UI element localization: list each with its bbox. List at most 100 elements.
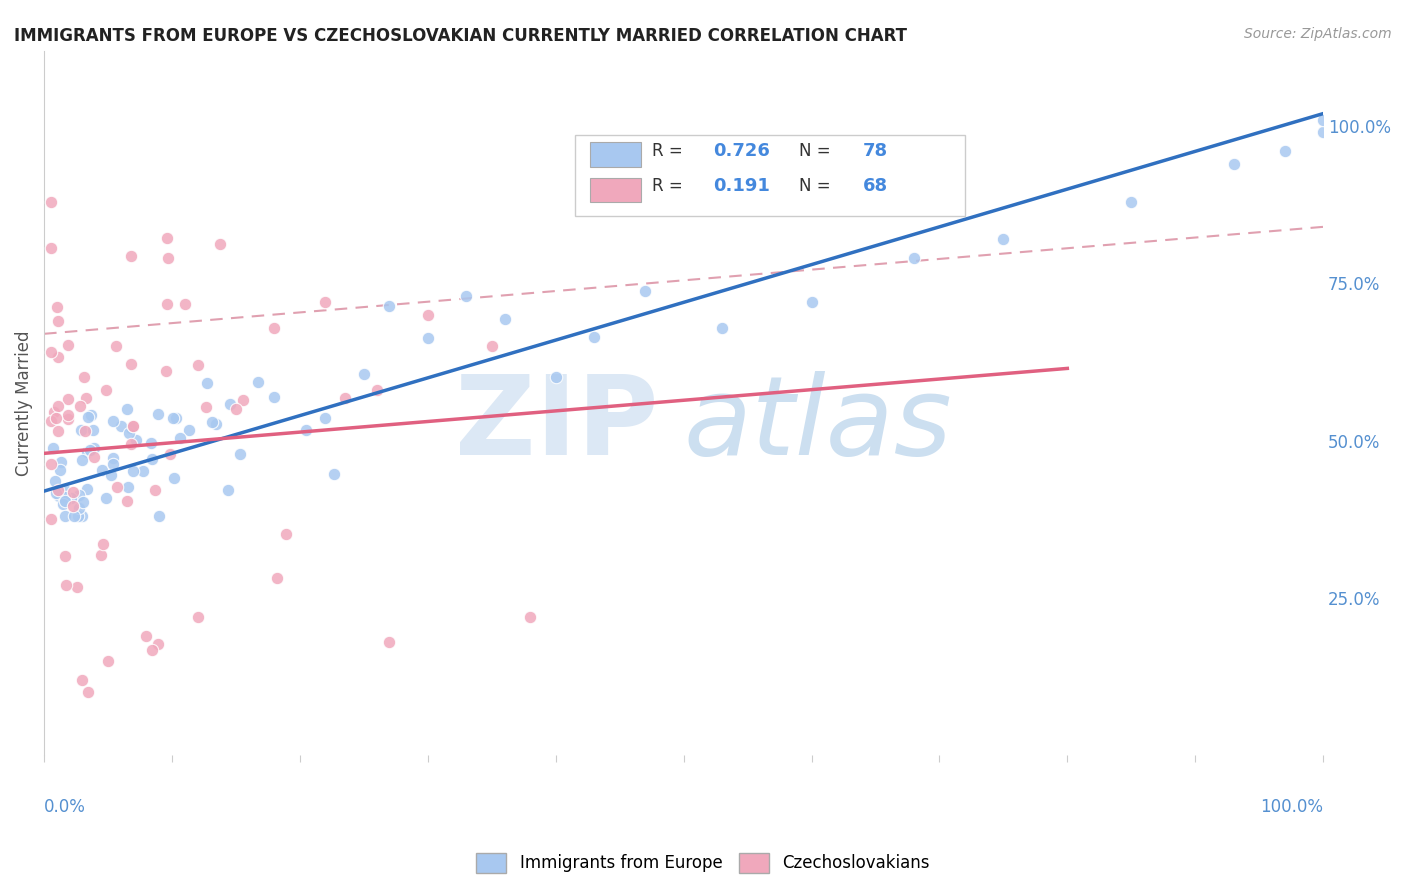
Point xyxy=(263,390,285,404)
Point xyxy=(94,383,117,397)
Point xyxy=(72,673,94,687)
Text: Source: ZipAtlas.com: Source: ZipAtlas.com xyxy=(1244,27,1392,41)
Point xyxy=(45,411,67,425)
Point xyxy=(135,629,157,643)
Point xyxy=(315,411,337,425)
Point xyxy=(76,685,98,699)
Point xyxy=(75,425,97,439)
Point xyxy=(1312,112,1334,127)
Point xyxy=(208,237,231,252)
Point xyxy=(146,407,169,421)
Point xyxy=(52,497,75,511)
Text: 100.0%: 100.0% xyxy=(1260,797,1323,815)
Point xyxy=(56,412,79,426)
Point xyxy=(69,399,91,413)
Point xyxy=(49,455,72,469)
Y-axis label: Currently Married: Currently Married xyxy=(15,330,32,475)
Point xyxy=(53,509,76,524)
Bar xyxy=(575,136,965,216)
Point xyxy=(120,437,142,451)
Point xyxy=(39,512,62,526)
Point xyxy=(366,384,388,398)
Point xyxy=(48,463,70,477)
Point xyxy=(711,320,734,334)
Point xyxy=(122,419,145,434)
Bar xyxy=(591,143,641,167)
Point xyxy=(121,357,143,371)
Point xyxy=(94,491,117,505)
Point xyxy=(156,297,179,311)
Point xyxy=(45,485,67,500)
Point xyxy=(52,482,75,496)
Point xyxy=(67,488,90,502)
Text: 78: 78 xyxy=(863,142,887,160)
Point xyxy=(124,434,146,448)
Point xyxy=(56,392,79,406)
Point xyxy=(159,447,181,461)
Point xyxy=(187,358,209,372)
Point xyxy=(44,475,66,489)
Point xyxy=(378,635,401,649)
Bar xyxy=(591,178,641,202)
Point xyxy=(62,499,84,513)
Point xyxy=(100,467,122,482)
Point xyxy=(46,350,69,364)
Point xyxy=(800,295,823,310)
Point xyxy=(162,471,184,485)
Point xyxy=(217,483,239,497)
Point xyxy=(544,370,567,384)
Point xyxy=(295,424,318,438)
Point xyxy=(72,453,94,467)
Point xyxy=(1312,126,1334,140)
Point xyxy=(53,491,76,505)
Point xyxy=(39,413,62,427)
Point xyxy=(122,419,145,434)
Text: 0.191: 0.191 xyxy=(713,177,770,195)
Point xyxy=(120,249,142,263)
Point xyxy=(1121,194,1143,209)
Point xyxy=(80,408,103,422)
Point xyxy=(39,345,62,359)
Point xyxy=(169,431,191,445)
Point xyxy=(141,451,163,466)
Point xyxy=(53,494,76,508)
Point xyxy=(39,241,62,255)
Point xyxy=(72,495,94,509)
Point xyxy=(333,391,356,405)
Point xyxy=(46,483,69,497)
Point xyxy=(139,436,162,450)
Point xyxy=(46,314,69,328)
Point xyxy=(46,399,69,413)
Point xyxy=(177,424,200,438)
Point xyxy=(76,445,98,459)
Text: R =: R = xyxy=(651,177,693,195)
Text: ZIP: ZIP xyxy=(454,371,658,477)
Point xyxy=(97,654,120,668)
Point xyxy=(266,571,288,585)
Point xyxy=(62,484,84,499)
Point xyxy=(146,637,169,651)
Point xyxy=(55,577,77,591)
Point xyxy=(76,482,98,496)
Point xyxy=(83,450,105,465)
Point xyxy=(42,441,65,455)
Point xyxy=(145,483,167,498)
Point xyxy=(416,331,439,345)
Point xyxy=(263,320,285,334)
Point xyxy=(104,338,127,352)
Point xyxy=(456,289,478,303)
Point xyxy=(353,367,375,381)
Point xyxy=(132,464,155,478)
Point xyxy=(101,451,124,466)
Legend: Immigrants from Europe, Czechoslovakians: Immigrants from Europe, Czechoslovakians xyxy=(470,847,936,880)
Point xyxy=(115,493,138,508)
Point xyxy=(276,527,298,541)
Point xyxy=(120,421,142,435)
Point xyxy=(519,610,541,624)
Point xyxy=(93,536,115,550)
Point xyxy=(91,463,114,477)
Point xyxy=(416,308,439,322)
Point xyxy=(378,299,401,313)
Point xyxy=(173,296,195,310)
Text: 0.0%: 0.0% xyxy=(44,797,86,815)
